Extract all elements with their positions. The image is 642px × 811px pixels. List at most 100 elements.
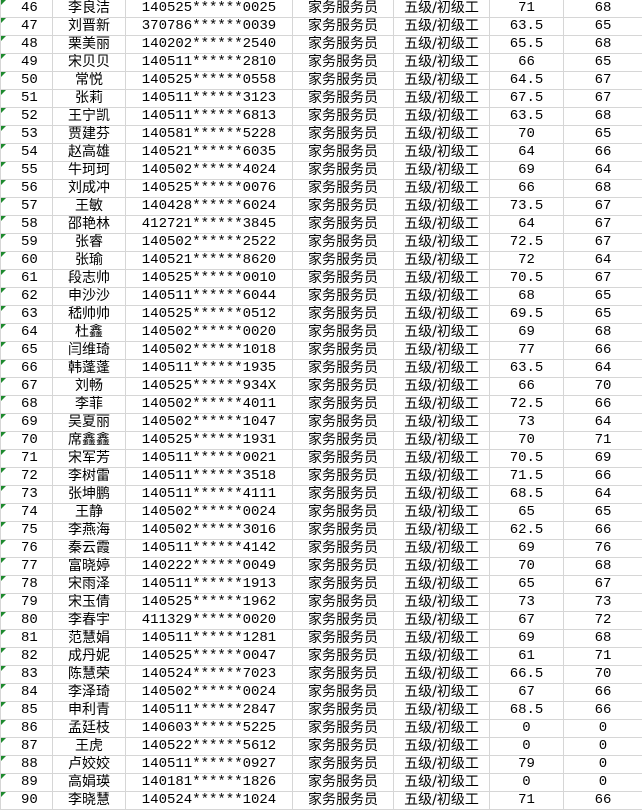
score-2-cell[interactable]: 65 [563, 305, 642, 324]
score-1-cell[interactable]: 66 [489, 377, 564, 396]
score-1-cell[interactable]: 64.5 [489, 71, 564, 90]
row-number-cell[interactable]: 62 [0, 287, 53, 306]
level-cell[interactable]: 五级/初级工 [393, 413, 490, 432]
id-number-cell[interactable]: 370786******0039 [125, 17, 293, 36]
level-cell[interactable]: 五级/初级工 [393, 719, 490, 738]
id-number-cell[interactable]: 140502******3016 [125, 521, 293, 540]
row-number-cell[interactable]: 56 [0, 179, 53, 198]
score-1-cell[interactable]: 67 [489, 611, 564, 630]
name-cell[interactable]: 宋玉倩 [52, 593, 126, 612]
job-cell[interactable]: 家务服务员 [292, 737, 394, 756]
score-1-cell[interactable]: 66 [489, 53, 564, 72]
level-cell[interactable]: 五级/初级工 [393, 593, 490, 612]
job-cell[interactable]: 家务服务员 [292, 125, 394, 144]
name-cell[interactable]: 邵艳林 [52, 215, 126, 234]
job-cell[interactable]: 家务服务员 [292, 215, 394, 234]
level-cell[interactable]: 五级/初级工 [393, 539, 490, 558]
name-cell[interactable]: 秦云霞 [52, 539, 126, 558]
id-number-cell[interactable]: 140511******4142 [125, 539, 293, 558]
score-2-cell[interactable]: 67 [563, 71, 642, 90]
level-cell[interactable]: 五级/初级工 [393, 179, 490, 198]
name-cell[interactable]: 闫维琦 [52, 341, 126, 360]
name-cell[interactable]: 刘畅 [52, 377, 126, 396]
id-number-cell[interactable]: 140511******0021 [125, 449, 293, 468]
score-2-cell[interactable]: 68 [563, 323, 642, 342]
score-2-cell[interactable]: 67 [563, 215, 642, 234]
level-cell[interactable]: 五级/初级工 [393, 323, 490, 342]
score-2-cell[interactable]: 67 [563, 89, 642, 108]
score-1-cell[interactable]: 68.5 [489, 701, 564, 720]
job-cell[interactable]: 家务服务员 [292, 773, 394, 792]
level-cell[interactable]: 五级/初级工 [393, 467, 490, 486]
row-number-cell[interactable]: 85 [0, 701, 53, 720]
id-number-cell[interactable]: 140502******0020 [125, 323, 293, 342]
score-2-cell[interactable]: 66 [563, 521, 642, 540]
job-cell[interactable]: 家务服务员 [292, 107, 394, 126]
score-2-cell[interactable]: 65 [563, 53, 642, 72]
job-cell[interactable]: 家务服务员 [292, 341, 394, 360]
level-cell[interactable]: 五级/初级工 [393, 269, 490, 288]
row-number-cell[interactable]: 52 [0, 107, 53, 126]
score-2-cell[interactable]: 68 [563, 557, 642, 576]
job-cell[interactable]: 家务服务员 [292, 251, 394, 270]
job-cell[interactable]: 家务服务员 [292, 71, 394, 90]
name-cell[interactable]: 贾建芬 [52, 125, 126, 144]
score-2-cell[interactable]: 71 [563, 431, 642, 450]
score-1-cell[interactable]: 70 [489, 431, 564, 450]
row-number-cell[interactable]: 90 [0, 791, 53, 810]
row-number-cell[interactable]: 69 [0, 413, 53, 432]
id-number-cell[interactable]: 140502******4024 [125, 161, 293, 180]
name-cell[interactable]: 李菲 [52, 395, 126, 414]
job-cell[interactable]: 家务服务员 [292, 179, 394, 198]
name-cell[interactable]: 席鑫鑫 [52, 431, 126, 450]
score-2-cell[interactable]: 64 [563, 485, 642, 504]
id-number-cell[interactable]: 140502******1018 [125, 341, 293, 360]
row-number-cell[interactable]: 77 [0, 557, 53, 576]
row-number-cell[interactable]: 61 [0, 269, 53, 288]
score-2-cell[interactable]: 68 [563, 107, 642, 126]
row-number-cell[interactable]: 71 [0, 449, 53, 468]
row-number-cell[interactable]: 65 [0, 341, 53, 360]
id-number-cell[interactable]: 140511******3123 [125, 89, 293, 108]
id-number-cell[interactable]: 412721******3845 [125, 215, 293, 234]
level-cell[interactable]: 五级/初级工 [393, 341, 490, 360]
row-number-cell[interactable]: 63 [0, 305, 53, 324]
level-cell[interactable]: 五级/初级工 [393, 647, 490, 666]
score-2-cell[interactable]: 67 [563, 575, 642, 594]
id-number-cell[interactable]: 140502******2522 [125, 233, 293, 252]
name-cell[interactable]: 李晓慧 [52, 791, 126, 810]
score-2-cell[interactable]: 65 [563, 503, 642, 522]
level-cell[interactable]: 五级/初级工 [393, 305, 490, 324]
score-1-cell[interactable]: 65 [489, 503, 564, 522]
job-cell[interactable]: 家务服务员 [292, 53, 394, 72]
level-cell[interactable]: 五级/初级工 [393, 395, 490, 414]
score-2-cell[interactable]: 66 [563, 701, 642, 720]
level-cell[interactable]: 五级/初级工 [393, 503, 490, 522]
id-number-cell[interactable]: 140511******6813 [125, 107, 293, 126]
row-number-cell[interactable]: 76 [0, 539, 53, 558]
score-1-cell[interactable]: 66 [489, 179, 564, 198]
level-cell[interactable]: 五级/初级工 [393, 449, 490, 468]
row-number-cell[interactable]: 60 [0, 251, 53, 270]
score-2-cell[interactable]: 68 [563, 629, 642, 648]
id-number-cell[interactable]: 411329******0020 [125, 611, 293, 630]
score-1-cell[interactable]: 68.5 [489, 485, 564, 504]
level-cell[interactable]: 五级/初级工 [393, 575, 490, 594]
id-number-cell[interactable]: 140522******5612 [125, 737, 293, 756]
score-1-cell[interactable]: 72.5 [489, 395, 564, 414]
score-2-cell[interactable]: 0 [563, 773, 642, 792]
score-2-cell[interactable]: 64 [563, 161, 642, 180]
score-2-cell[interactable]: 73 [563, 593, 642, 612]
row-number-cell[interactable]: 84 [0, 683, 53, 702]
name-cell[interactable]: 李燕海 [52, 521, 126, 540]
job-cell[interactable]: 家务服务员 [292, 287, 394, 306]
level-cell[interactable]: 五级/初级工 [393, 71, 490, 90]
id-number-cell[interactable]: 140581******5228 [125, 125, 293, 144]
id-number-cell[interactable]: 140502******0024 [125, 683, 293, 702]
job-cell[interactable]: 家务服务员 [292, 539, 394, 558]
score-2-cell[interactable]: 70 [563, 377, 642, 396]
name-cell[interactable]: 张睿 [52, 233, 126, 252]
name-cell[interactable]: 栗美丽 [52, 35, 126, 54]
job-cell[interactable]: 家务服务员 [292, 557, 394, 576]
row-number-cell[interactable]: 87 [0, 737, 53, 756]
